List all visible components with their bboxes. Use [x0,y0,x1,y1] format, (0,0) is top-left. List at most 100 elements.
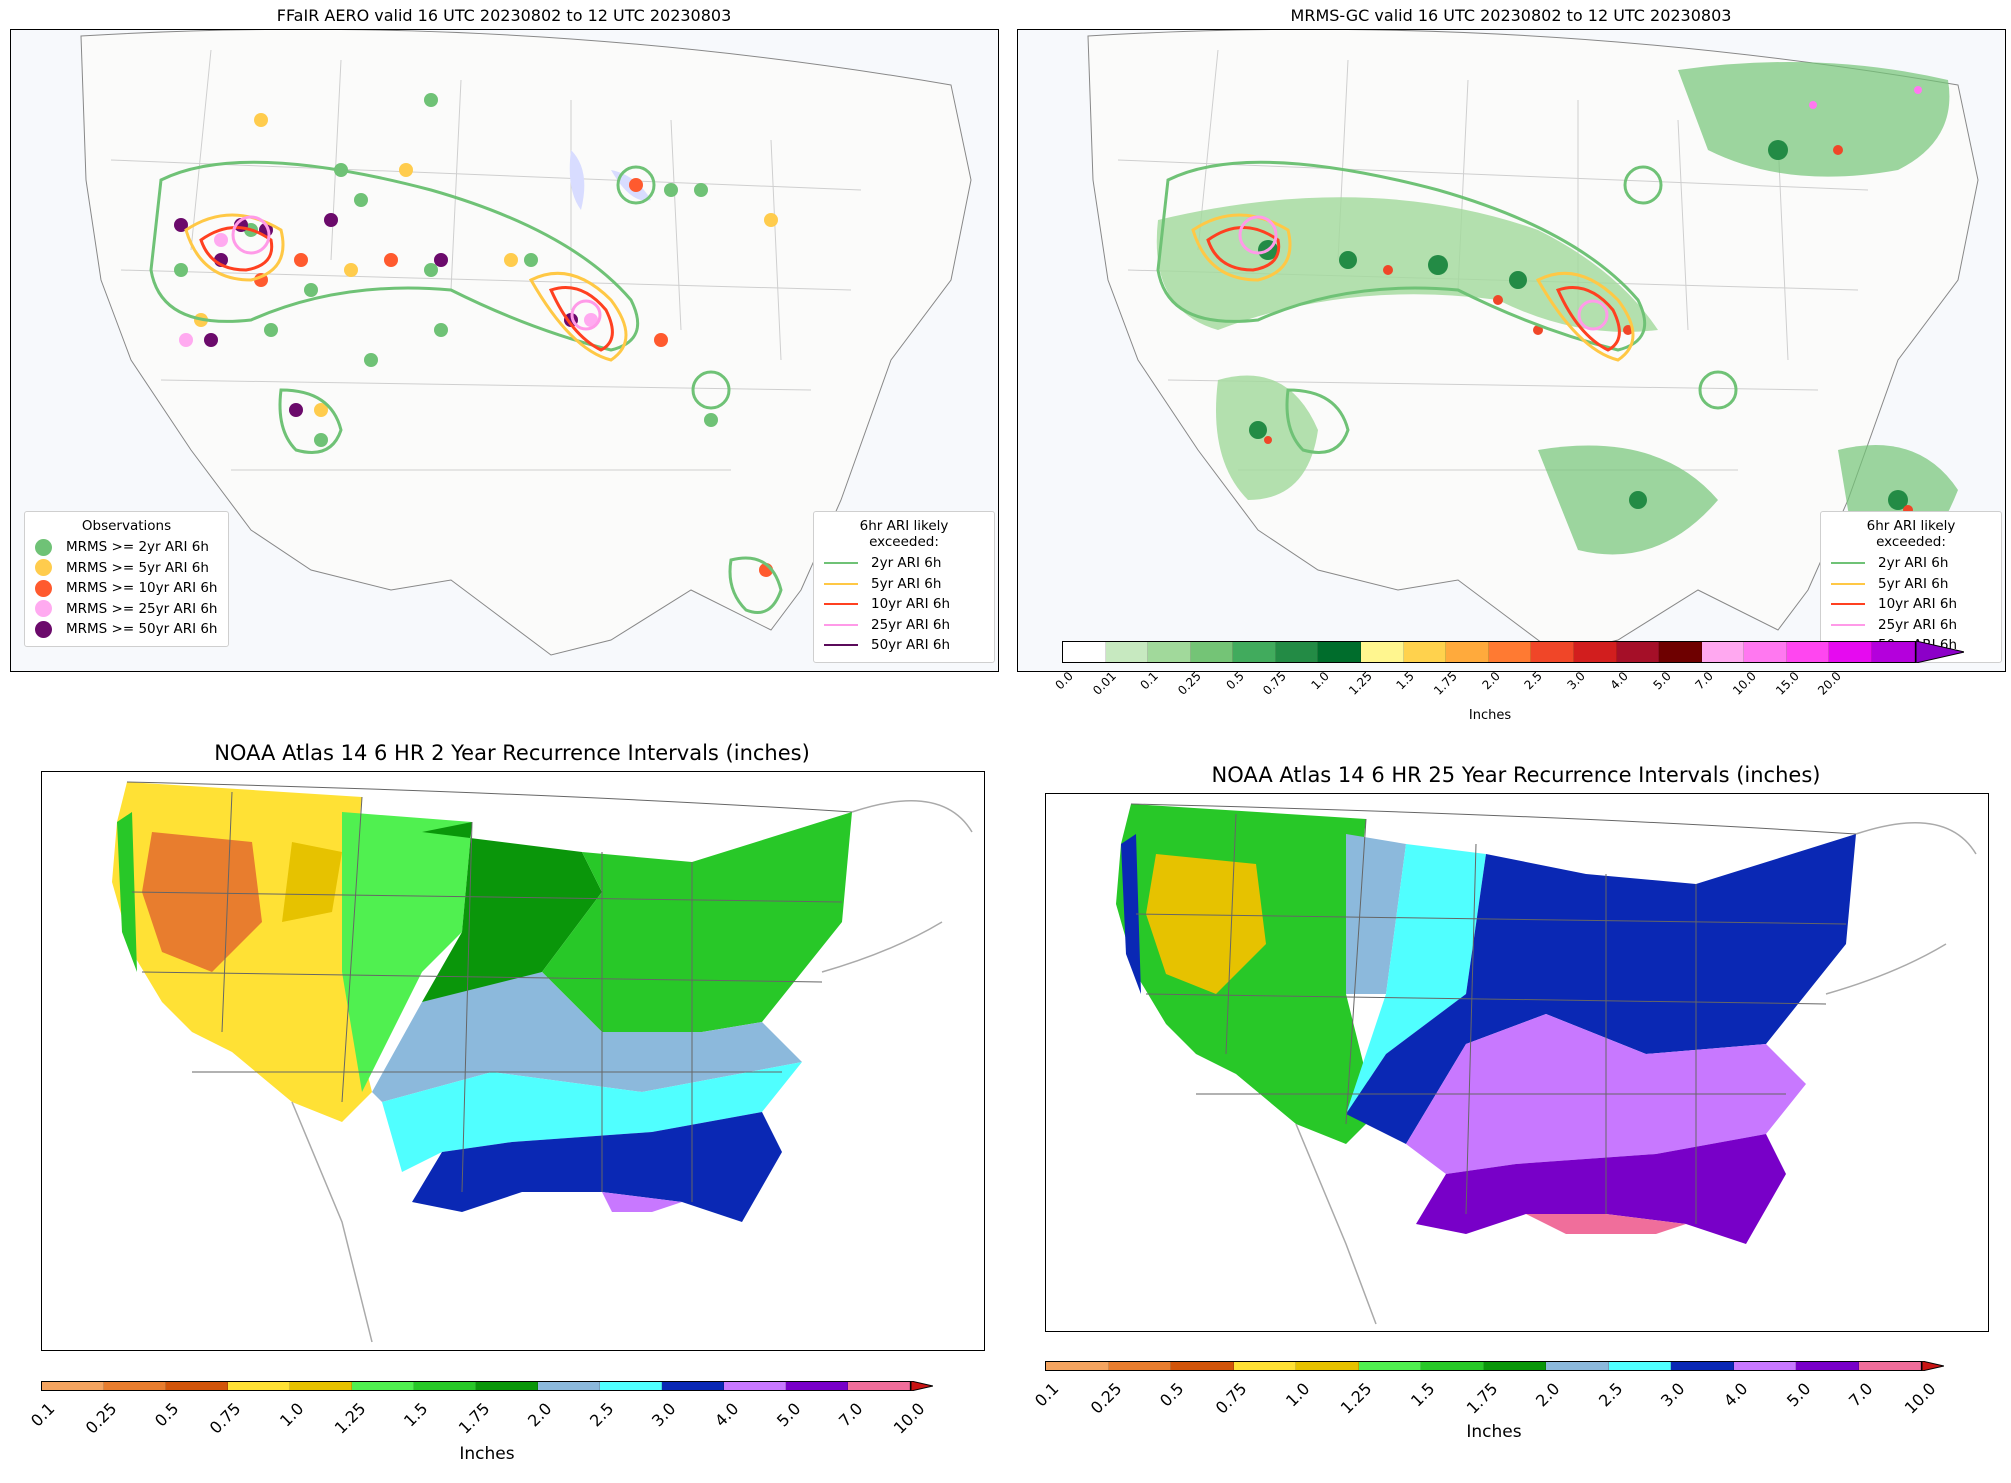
colorbar-tick-label: 2.5 [1521,669,1546,693]
colorbar-tick-label: 10.0 [1900,1379,1940,1418]
mrms-ari-legend: 6hr ARI likely exceeded: 2yr ARI 6h 5yr … [1820,511,2002,663]
ffair-observation-legend-title: Observations [81,518,172,534]
colorbar-tick-label: 1.75 [1431,669,1461,698]
colorbar-tick-label: 0.25 [1086,1379,1126,1418]
ffair-ari-legend: 6hr ARI likely exceeded: 2yr ARI 6h 5yr … [813,511,995,663]
atlas25-title: NOAA Atlas 14 6 HR 25 Year Recurrence In… [1211,763,1821,787]
ari-50yr-label: 50yr ARI 6h [871,637,951,654]
colorbar-cell [1786,642,1830,662]
mrms-ari-25yr-line-icon [1831,623,1865,626]
colorbar-cell [848,1382,910,1390]
colorbar-extend-triangle [1915,641,1964,663]
colorbar-tick-label: 4.0 [1720,1379,1752,1411]
colorbar-cell [1744,642,1787,662]
colorbar-cell [1148,642,1191,662]
colorbar-cell [1829,642,1872,662]
atlas25-map [1045,793,1989,1332]
obs-5yr-label: MRMS >= 5yr ARI 6h [66,559,209,576]
colorbar-tick-label: 3.0 [1657,1379,1689,1411]
colorbar-cell [1871,642,1915,662]
colorbar-tick-label: 1.5 [399,1399,432,1431]
ffair-ari-legend-item-2yr: 2yr ARI 6h [824,553,984,574]
colorbar-tick-label: 2.0 [1479,669,1503,693]
mrms-colorbar [1062,641,1964,663]
mrms-ari-10yr-line-icon [1831,603,1865,606]
ari-25yr-line-icon [824,623,858,626]
ari-2yr-line-icon [824,562,858,565]
colorbar-extend-arrow [1922,1361,1944,1371]
colorbar-cell [538,1382,600,1390]
colorbar-tick-label: 1.5 [1406,1379,1439,1411]
mrms-ari-5yr-label: 5yr ARI 6h [1878,575,1949,592]
colorbar-cell [1403,642,1447,662]
colorbar-cell [1616,642,1660,662]
mrms-ari-legend-item-10yr: 10yr ARI 6h [1831,594,1991,615]
mrms-ari-10yr-label: 10yr ARI 6h [1878,596,1958,613]
obs-25yr-marker-icon [35,600,52,618]
colorbar-cell [352,1382,414,1390]
colorbar-tick-label: 4.0 [710,1399,742,1431]
colorbar-extend-triangle [911,1381,933,1391]
mrms-ari-2yr-label: 2yr ARI 6h [1878,555,1949,572]
colorbar-cell [228,1382,290,1390]
colorbar-cells [1062,641,1916,663]
colorbar-tick-label: 5.0 [1650,669,1674,693]
colorbar-tick-label: 15.0 [1772,669,1802,698]
colorbar-cell [600,1382,662,1390]
colorbar-tick-label: 7.0 [1845,1379,1877,1411]
colorbar-cell [1358,1362,1421,1370]
colorbar-cell [1573,642,1617,662]
mrms-colorbar-label: Inches [1468,708,1512,723]
colorbar-extend-arrow [1915,641,1964,663]
colorbar-tick-label: 1.0 [1281,1379,1313,1411]
colorbar-cell [1046,1362,1109,1370]
mrms-ari-legend-item-5yr: 5yr ARI 6h [1831,574,1991,595]
colorbar-tick-label: 3.0 [648,1399,680,1431]
colorbar-cell [1446,642,1489,662]
colorbar-extend-triangle [1922,1361,1944,1371]
ffair-obs-legend-item-5yr: MRMS >= 5yr ARI 6h [35,558,218,579]
ffair-ari-legend-item-50yr: 50yr ARI 6h [824,635,984,656]
ffair-obs-legend-item-10yr: MRMS >= 10yr ARI 6h [35,578,218,599]
obs-50yr-label: MRMS >= 50yr ARI 6h [66,621,218,638]
colorbar-tick-label: 0.25 [1175,669,1204,698]
mrms-title: MRMS-GC valid 16 UTC 20230802 to 12 UTC … [1290,6,1732,25]
mrms-ari-legend-title: 6hr ARI likely exceeded: [1866,518,1956,550]
colorbar-cell [1608,1362,1671,1370]
colorbar-cell [1671,1362,1734,1370]
colorbar-tick-label: 2.5 [586,1399,618,1431]
mrms-ari-legend-item-25yr: 25yr ARI 6h [1831,615,1991,636]
colorbar-tick-label: 2.0 [1532,1379,1564,1411]
colorbar-tick-label: 0.1 [27,1399,59,1431]
ffair-ari-legend-item-25yr: 25yr ARI 6h [824,615,984,636]
colorbar-cell [1233,642,1276,662]
colorbar-cells [1045,1361,1922,1371]
colorbar-cell [662,1382,724,1390]
ffair-observation-legend: Observations MRMS >= 2yr ARI 6h MRMS >= … [24,511,229,647]
colorbar-tick-label: 7.0 [1692,669,1717,693]
colorbar-cell [1190,642,1234,662]
colorbar-cell [724,1382,786,1390]
ffair-map: Observations MRMS >= 2yr ARI 6h MRMS >= … [10,29,999,672]
colorbar-tick-label: 1.0 [1308,669,1332,693]
ari-5yr-line-icon [824,582,858,585]
mrms-ari-2yr-line-icon [1831,562,1865,565]
colorbar-tick-label: 3.0 [1564,669,1589,693]
ffair-obs-legend-item-50yr: MRMS >= 50yr ARI 6h [35,619,218,640]
obs-2yr-marker-icon [35,538,52,556]
ffair-ari-legend-title: 6hr ARI likely exceeded: [859,518,949,550]
colorbar-cell [1063,642,1106,662]
colorbar-tick-label: 0.1 [1137,669,1162,693]
atlas25-precip-field [1116,804,1856,1244]
colorbar-tick-label: 7.0 [834,1399,867,1431]
ffair-obs-legend-item-25yr: MRMS >= 25yr ARI 6h [35,599,218,620]
obs-5yr-marker-icon [35,559,52,577]
mrms-ari-25yr-label: 25yr ARI 6h [1878,616,1958,633]
mrms-ari-contours [1156,160,1738,454]
colorbar-tick-label: 1.25 [1337,1379,1376,1418]
colorbar-tick-label: 1.75 [1462,1379,1501,1418]
colorbar-cell [1296,1362,1359,1370]
colorbar-cell [290,1382,352,1390]
atlas2-title: NOAA Atlas 14 6 HR 2 Year Recurrence Int… [214,741,810,765]
mrms-ari-5yr-line-icon [1831,582,1865,585]
